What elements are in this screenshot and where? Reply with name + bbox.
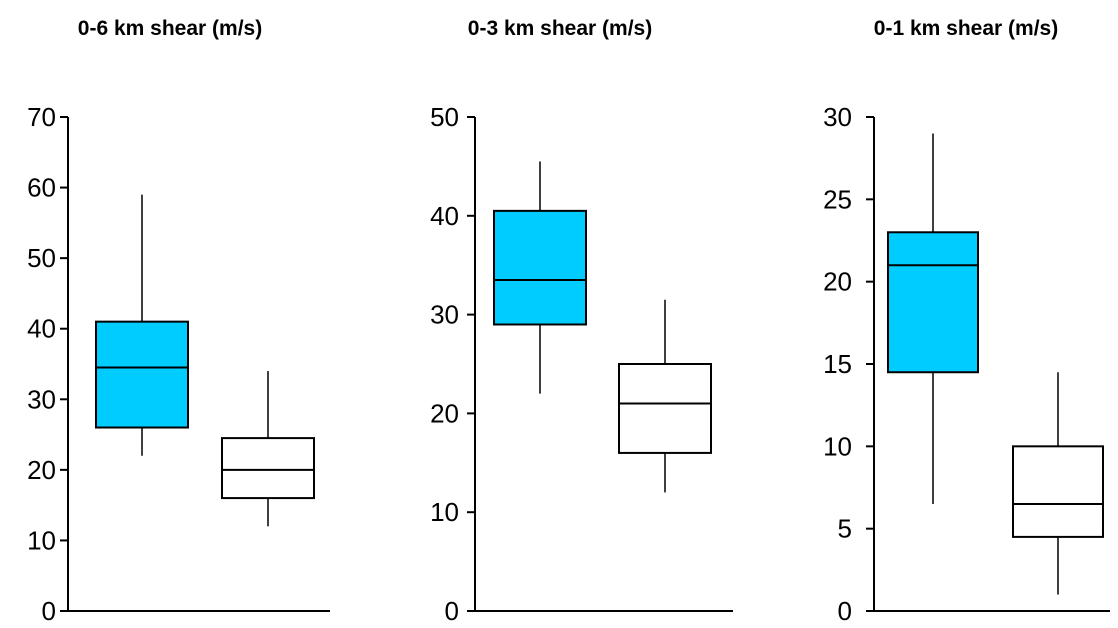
y-tick-label: 20: [430, 398, 459, 428]
box-1: [95, 194, 189, 456]
y-tick-label: 30: [430, 300, 459, 330]
iqr-box: [887, 231, 979, 374]
y-tick-label: 10: [27, 525, 56, 555]
box-2: [1012, 372, 1104, 595]
y-tick-label: 0: [838, 596, 852, 626]
iqr-box: [95, 320, 189, 429]
box-2: [221, 371, 315, 527]
box-1: [887, 133, 979, 504]
y-tick-label: 60: [27, 173, 56, 203]
panel-3: 0-1 km shear (m/s) 0 5 10 15 20 25 30: [823, 17, 1110, 626]
y-tick-label: 5: [838, 514, 852, 544]
y-tick-label: 40: [430, 201, 459, 231]
y-tick-label: 10: [430, 497, 459, 527]
y-tick-label: 30: [27, 384, 56, 414]
box-2: [618, 299, 712, 493]
panel-title: 0-6 km shear (m/s): [78, 17, 262, 40]
y-tick-label: 20: [27, 455, 56, 485]
y-tick-label: 25: [823, 184, 852, 214]
box-1: [493, 161, 587, 394]
panel-1: 0-6 km shear (m/s) 0 10 20 30 40 50 60 70: [27, 17, 330, 626]
panel-2: 0-3 km shear (m/s) 0 10 20 30 40 50: [430, 17, 733, 626]
iqr-box: [493, 209, 587, 326]
y-tick-label: 15: [823, 349, 852, 379]
y-tick-label: 10: [823, 431, 852, 461]
y-tick-label: 30: [823, 102, 852, 132]
iqr-box: [221, 437, 315, 500]
y-tick-label: 0: [42, 596, 56, 626]
y-tick-label: 70: [27, 102, 56, 132]
panel-title: 0-1 km shear (m/s): [874, 17, 1058, 40]
y-tick-label: 50: [430, 102, 459, 132]
iqr-box: [1012, 445, 1104, 538]
y-tick-label: 0: [445, 596, 459, 626]
iqr-box: [618, 363, 712, 454]
y-tick-label: 20: [823, 267, 852, 297]
y-tick-label: 40: [27, 314, 56, 344]
panel-title: 0-3 km shear (m/s): [468, 17, 652, 40]
y-tick-label: 50: [27, 243, 56, 273]
